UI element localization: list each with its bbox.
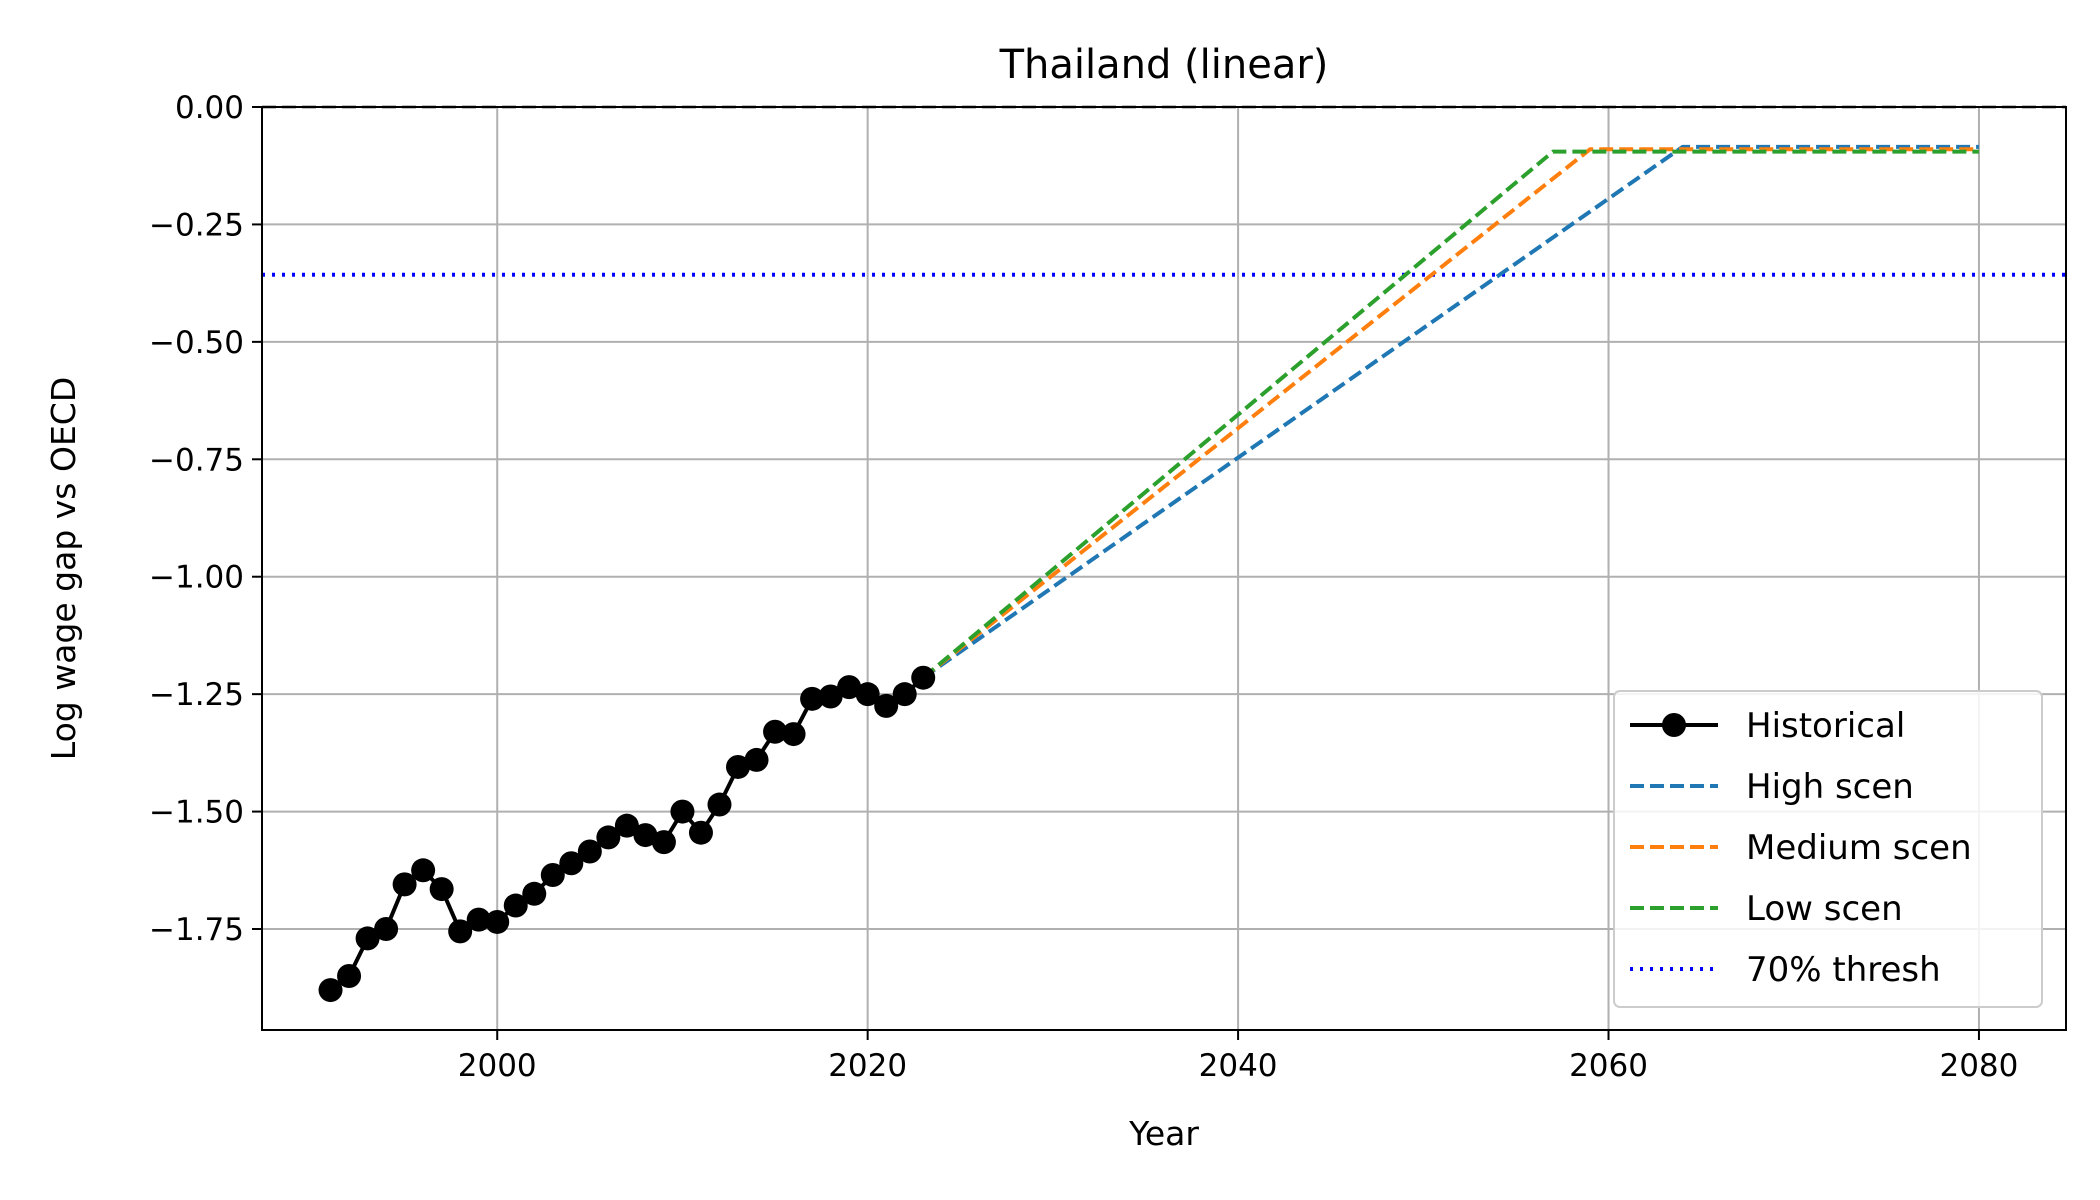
historical-data-point — [355, 926, 380, 951]
historical-data-point — [485, 909, 510, 934]
historical-data-point — [744, 747, 769, 772]
historical-data-point — [337, 963, 362, 988]
x-tick-label: 2040 — [1199, 1048, 1278, 1084]
historical-data-point — [411, 858, 436, 883]
historical-data-point — [522, 881, 547, 906]
historical-data-point — [596, 825, 621, 850]
historical-data-point — [392, 872, 417, 897]
series-low-scen-line — [921, 149, 1979, 680]
legend-label: 70% thresh — [1746, 950, 1941, 990]
y-tick-label: −0.75 — [149, 442, 244, 478]
historical-data-point — [559, 851, 584, 876]
legend-label: Low scen — [1746, 889, 1903, 929]
y-tick-label: −1.75 — [149, 912, 244, 948]
historical-data-point — [837, 675, 862, 700]
historical-data-point — [374, 917, 399, 942]
x-axis-title: Year — [1128, 1114, 1199, 1153]
historical-data-point — [670, 799, 695, 824]
historical-data-point — [707, 792, 732, 817]
plot-frame — [261, 106, 2067, 1031]
y-tick-label: −0.50 — [149, 325, 244, 361]
x-tick-label: 2000 — [458, 1048, 537, 1084]
historical-data-point — [688, 820, 713, 845]
historical-data-point — [726, 754, 751, 779]
series-high-scen-line — [922, 144, 1979, 680]
historical-data-point — [633, 823, 658, 848]
historical-data-point — [448, 919, 473, 944]
historical-data-point — [818, 684, 843, 709]
legend-box — [1613, 690, 2043, 1008]
series-medium-scen-line — [921, 147, 1979, 680]
y-tick-label: −1.25 — [149, 677, 244, 713]
historical-data-point — [855, 682, 880, 707]
y-tick-label: −1.50 — [149, 795, 244, 831]
x-tick-label: 2080 — [1939, 1048, 2018, 1084]
y-axis-title: Log wage gap vs OECD — [44, 377, 83, 760]
historical-data-point — [429, 877, 454, 902]
historical-data-point — [892, 682, 917, 707]
historical-data-point — [911, 665, 936, 690]
historical-data-point — [318, 978, 343, 1003]
historical-data-point — [540, 862, 565, 887]
x-tick-label: 2060 — [1569, 1048, 1648, 1084]
historical-data-point — [614, 813, 639, 838]
x-tick-label: 2020 — [828, 1048, 907, 1084]
x-axis: 2000 2020 2040 2060 2080 — [458, 1030, 2018, 1084]
historical-data-point — [577, 839, 602, 864]
y-tick-label: −1.00 — [149, 560, 244, 596]
legend-label: Medium scen — [1746, 828, 1972, 868]
legend-marker — [1662, 713, 1686, 737]
legend-label: Historical — [1746, 706, 1905, 746]
legend-label: High scen — [1746, 767, 1914, 807]
historical-data-point — [781, 722, 806, 747]
historical-data-point — [874, 693, 899, 718]
historical-data-point — [466, 907, 491, 932]
y-tick-label: 0.00 — [175, 90, 244, 126]
historical-data-point — [503, 893, 528, 918]
legend: Historical High scen Medium scen Low scen 70… — [1613, 690, 2043, 1008]
plot-area — [262, 144, 2066, 1003]
y-axis: 0.00 −0.25 −0.50 −0.75 −1.00 −1.25 −1.50 −1.75 — [149, 90, 262, 948]
historical-data-point — [800, 686, 825, 711]
historical-data-point — [651, 830, 676, 855]
chart-title: Thailand (linear) — [999, 42, 1329, 88]
y-tick-label: −0.25 — [149, 207, 244, 243]
historical-data-point — [763, 719, 788, 744]
